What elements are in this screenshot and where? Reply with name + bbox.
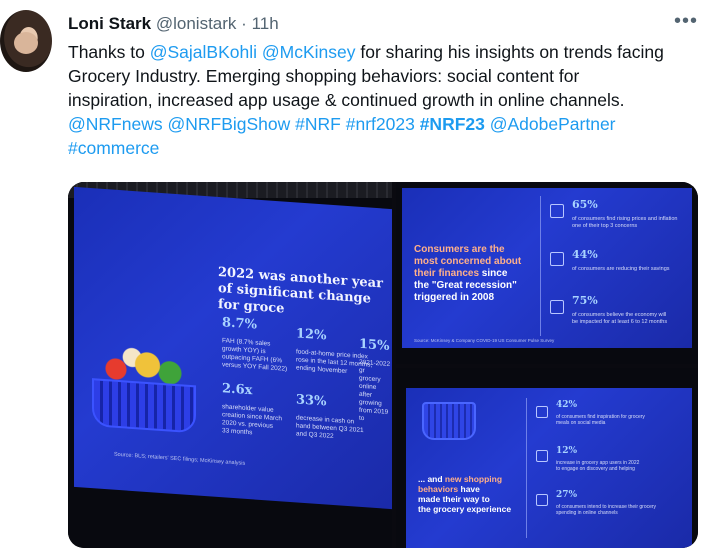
slide2-stat-desc: of consumers believe the economy will be… bbox=[572, 312, 668, 325]
slide1-stat-desc: shareholder value creation since March 2… bbox=[222, 403, 282, 437]
tweet-text-segment: inspiration, increased app usage & conti… bbox=[68, 90, 625, 110]
more-horizontal-icon[interactable]: ••• bbox=[674, 10, 699, 32]
media-grid[interactable]: 2022 was another year of significant cha… bbox=[68, 182, 698, 548]
slide2-stat-desc: of consumers are reducing their savings bbox=[572, 266, 670, 272]
slide1-stat-value: 2.6x bbox=[222, 381, 253, 399]
slide1-stat-value: 15% bbox=[359, 336, 390, 354]
slide-screen: Consumers are the most concerned about t… bbox=[402, 188, 692, 348]
slide1-stat-value: 33% bbox=[296, 392, 327, 410]
hashtag-link[interactable]: #commerce bbox=[68, 138, 160, 158]
slide-screen: 2022 was another year of significant cha… bbox=[74, 186, 392, 510]
slide2-stat-value: 44% bbox=[572, 248, 598, 261]
slide1-stat-value: 8.7% bbox=[222, 315, 257, 333]
slide2-headline-rest: since the "Great recession" triggered in… bbox=[414, 268, 517, 303]
photo-slide-behaviors[interactable]: ... and new shopping behaviors have made… bbox=[396, 368, 698, 548]
mention-link[interactable]: @NRFnews bbox=[68, 114, 163, 134]
tweet-text-line: @NRFnews @NRFBigShow #NRF #nrf2023 #NRF2… bbox=[68, 112, 698, 136]
slide1-stat-desc: FAH (8.7% sales growth YOY) is outpacing… bbox=[222, 337, 288, 373]
slide3-stat-value: 12% bbox=[556, 446, 578, 456]
mention-link[interactable]: @McKinsey bbox=[261, 42, 356, 62]
mobile-app-icon bbox=[536, 450, 548, 462]
slide3-stat-desc: increase in grocery app users in 2022 to… bbox=[556, 460, 640, 472]
hashtag-link[interactable]: #NRF bbox=[295, 114, 341, 134]
slide2-stat-value: 65% bbox=[572, 198, 598, 211]
tweet-text-segment: Thanks to bbox=[68, 42, 150, 62]
slide3-stat-value: 27% bbox=[556, 490, 578, 500]
calendar-icon bbox=[550, 300, 564, 314]
slide1-stat-desc: decrease in cash on hand between Q3 2021… bbox=[296, 414, 364, 441]
slide3-stat-value: 42% bbox=[556, 400, 578, 410]
divider bbox=[526, 398, 527, 538]
slide3-stat-desc: of consumers find inspiration for grocer… bbox=[556, 414, 645, 426]
slide3-headline-c: have made their way to the grocery exper… bbox=[418, 484, 512, 514]
mention-link[interactable]: @SajalBKohli bbox=[149, 42, 257, 62]
tweet-text-segment: Grocery Industry. Emerging shopping beha… bbox=[68, 66, 580, 86]
slide1-stat-desc: 2021-2022 gr grocery online after growin… bbox=[359, 358, 391, 423]
author-handle[interactable]: @lonistark bbox=[155, 14, 237, 33]
slide3-headline-a: ... and bbox=[418, 474, 445, 484]
photo-slide-consumers[interactable]: Consumers are the most concerned about t… bbox=[396, 182, 698, 364]
social-media-icon bbox=[536, 406, 548, 418]
mention-link[interactable]: @AdobePartner bbox=[489, 114, 616, 134]
slide1-source: Source: BLS; retailers' SEC filings; McK… bbox=[114, 451, 246, 467]
slide3-stat-desc: of consumers intend to increase their gr… bbox=[556, 504, 657, 516]
tweet-header: Loni Stark @lonistark · 11h bbox=[68, 14, 279, 34]
tweet-text-line: inspiration, increased app usage & conti… bbox=[68, 88, 698, 112]
slide2-stat-desc: of consumers find rising prices and infl… bbox=[572, 216, 678, 229]
divider bbox=[540, 196, 541, 336]
photo-slide-2022[interactable]: 2022 was another year of significant cha… bbox=[68, 182, 392, 548]
online-cart-icon bbox=[536, 494, 548, 506]
timestamp[interactable]: 11h bbox=[251, 14, 279, 33]
tweet-text: Thanks to @SajalBKohli @McKinsey for sha… bbox=[68, 40, 698, 160]
shopping-basket-icon bbox=[422, 402, 476, 440]
separator: · bbox=[241, 14, 247, 33]
hashtag-link[interactable]: #NRF23 bbox=[419, 114, 485, 134]
shopping-basket-icon bbox=[84, 338, 204, 436]
price-tag-icon bbox=[550, 204, 564, 218]
slide-screen: ... and new shopping behaviors have made… bbox=[406, 388, 692, 548]
slide2-source: Source: McKinsey & Company COVID-19 US C… bbox=[414, 338, 555, 343]
tweet-text-line: Grocery Industry. Emerging shopping beha… bbox=[68, 64, 698, 88]
slide2-stat-value: 75% bbox=[572, 294, 598, 307]
mention-link[interactable]: @NRFBigShow bbox=[167, 114, 291, 134]
author-name[interactable]: Loni Stark bbox=[68, 14, 152, 33]
chart-down-icon bbox=[550, 252, 564, 266]
slide2-headline-highlight: Consumers are the most concerned about t… bbox=[414, 244, 522, 279]
avatar[interactable] bbox=[0, 10, 52, 72]
slide1-stat-value: 12% bbox=[296, 326, 327, 344]
tweet-text-line: Thanks to @SajalBKohli @McKinsey for sha… bbox=[68, 40, 698, 64]
tweet-text-line: #commerce bbox=[68, 136, 698, 160]
slide3-headline-highlight: new shopping behaviors bbox=[418, 474, 503, 494]
hashtag-link[interactable]: #nrf2023 bbox=[345, 114, 415, 134]
tweet-text-segment: for sharing his insights on trends facin… bbox=[355, 42, 664, 62]
